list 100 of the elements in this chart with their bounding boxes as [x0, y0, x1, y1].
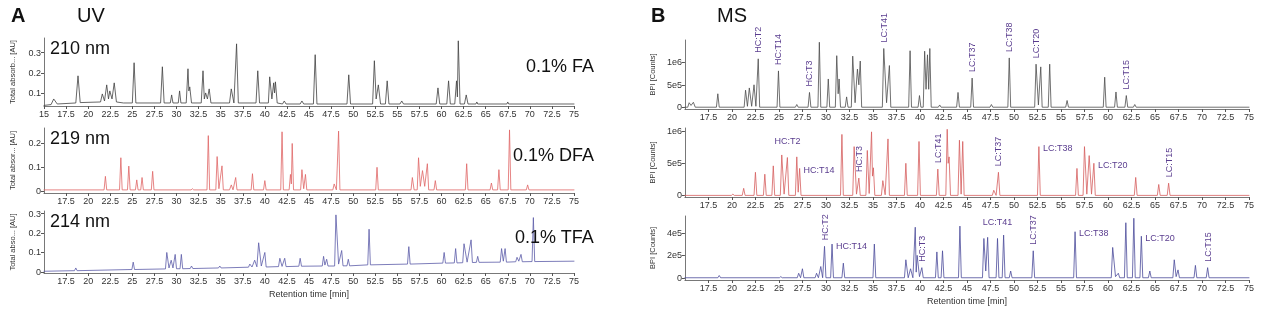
x-tick-label: 22.5: [746, 111, 765, 122]
annotation: 210 nm: [50, 38, 111, 58]
x-tick-label: 25: [773, 282, 784, 293]
x-tick-label: 52.5: [366, 195, 385, 206]
x-tick-label: 27.5: [145, 108, 164, 119]
x-tick-label: 20: [83, 275, 94, 286]
annotation: 0.1% DFA: [512, 145, 595, 165]
x-tick-label: 22.5: [101, 108, 120, 119]
x-tick-label: 62.5: [1122, 111, 1141, 122]
x-tick-label: 57.5: [1075, 199, 1094, 210]
x-tick-label: 70: [524, 275, 535, 286]
x-tick-label: 67.5: [498, 275, 517, 286]
x-tick-label: 25: [127, 195, 138, 206]
x-tick-label: 20: [726, 199, 737, 210]
x-tick-label: 70: [524, 108, 535, 119]
annotation: LC:T20: [1145, 232, 1175, 243]
x-tick-label: 27.5: [145, 195, 164, 206]
x-tick-label: 72.5: [543, 108, 561, 119]
x-axis-title: Retention time [min]: [268, 289, 350, 300]
x-tick-label: 45: [961, 282, 972, 293]
x-tick-label: 32.5: [189, 108, 208, 119]
y-tick-label: 0: [676, 102, 682, 113]
annotation: HC:T3: [804, 60, 815, 87]
x-tick-label: 20: [726, 282, 737, 293]
annotation: LC:T37: [967, 42, 978, 73]
x-tick-label: 60: [1102, 111, 1113, 122]
annotation: LC:T41: [932, 133, 943, 164]
annotation: HC:T2: [819, 214, 830, 241]
x-tick-label: 47.5: [322, 275, 340, 286]
x-tick-label: 75: [568, 195, 580, 206]
x-tick-label: 30: [820, 199, 831, 210]
x-tick-label: 75: [1243, 111, 1255, 122]
x-tick-label: 35: [215, 195, 226, 206]
x-tick-label: 70: [1196, 111, 1207, 122]
annotation: LC:T20: [1031, 28, 1042, 59]
y-tick-label: 0.2: [28, 138, 41, 149]
x-tick-label: 70: [1196, 199, 1207, 210]
x-tick-label: 37.5: [233, 275, 252, 286]
x-tick-label: 32.5: [840, 111, 859, 122]
x-tick-label: 57.5: [410, 275, 429, 286]
x-tick-label: 72.5: [543, 275, 561, 286]
x-tick-label: 55: [392, 108, 403, 119]
y-tick-label: 0.3: [28, 47, 41, 58]
x-tick-label: 17.5: [699, 111, 718, 122]
x-tick-label: 30: [171, 195, 182, 206]
x-tick-label: 70: [1196, 282, 1207, 293]
y-tick-label: 0.2: [28, 228, 41, 239]
x-tick-label: 22.5: [746, 199, 765, 210]
annotation: LC:T15: [1121, 60, 1132, 90]
x-tick-label: 65: [1149, 111, 1160, 122]
y-tick-label: 5e5: [666, 79, 682, 90]
y-tick-label: 1e6: [666, 126, 682, 137]
x-tick-label: 55: [1055, 282, 1066, 293]
x-tick-label: 50: [348, 275, 359, 286]
annotation: 0.1% FA: [525, 56, 595, 76]
y-tick-label: 0: [35, 266, 41, 277]
x-axis-title: Retention time [min]: [926, 296, 1007, 307]
y-tick-label: 1e6: [666, 57, 682, 68]
x-tick-label: 15: [38, 108, 50, 119]
y-tick-label: 0: [676, 272, 682, 283]
x-tick-label: 60: [1102, 282, 1113, 293]
annotation: LC:T41: [878, 13, 889, 43]
x-tick-label: 45: [961, 111, 972, 122]
x-tick-label: 30: [171, 275, 182, 286]
x-tick-label: 22.5: [101, 195, 120, 206]
y-tick-label: 0.2: [28, 67, 41, 78]
x-tick-label: 47.5: [981, 199, 1000, 210]
x-tick-label: 35: [867, 282, 878, 293]
x-tick-label: 67.5: [498, 195, 517, 206]
x-tick-label: 25: [127, 275, 138, 286]
x-tick-label: 35: [215, 275, 226, 286]
x-tick-label: 75: [568, 108, 580, 119]
x-tick-label: 50: [348, 108, 359, 119]
x-tick-label: 55: [1055, 111, 1066, 122]
x-tick-label: 42.5: [278, 195, 296, 206]
annotation: LC:T41: [982, 216, 1013, 227]
x-tick-label: 72.5: [1216, 282, 1235, 293]
chart-title: A: [11, 4, 26, 26]
annotation: HC:T3: [853, 146, 864, 173]
x-tick-label: 75: [568, 275, 580, 286]
x-tick-label: 40: [259, 195, 270, 206]
y-tick-label: 2e5: [666, 250, 682, 261]
x-tick-label: 22.5: [101, 275, 120, 286]
x-tick-label: 55: [392, 275, 403, 286]
x-tick-label: 52.5: [1028, 282, 1047, 293]
x-tick-label: 50: [1008, 199, 1019, 210]
x-tick-label: 45: [303, 195, 315, 206]
y-tick-label: 0.3: [28, 208, 41, 219]
x-tick-label: 47.5: [322, 108, 340, 119]
x-tick-label: 62.5: [454, 108, 473, 119]
x-tick-label: 67.5: [1169, 282, 1188, 293]
x-tick-label: 65: [480, 275, 491, 286]
x-tick-label: 42.5: [934, 111, 953, 122]
x-tick-label: 50: [1008, 282, 1019, 293]
x-tick-label: 60: [436, 108, 447, 119]
x-tick-label: 17.5: [57, 108, 75, 119]
x-tick-label: 37.5: [887, 282, 906, 293]
x-tick-label: 30: [820, 111, 831, 122]
x-tick-label: 72.5: [543, 195, 561, 206]
x-tick-label: 35: [867, 111, 878, 122]
